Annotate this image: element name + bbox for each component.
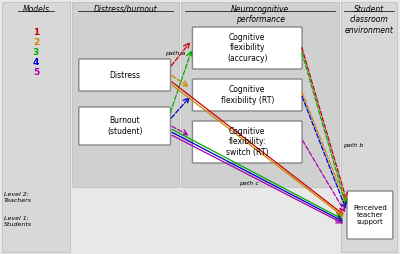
Text: Cognitive
flexibility:
switch (RT): Cognitive flexibility: switch (RT) (226, 127, 268, 157)
Text: 1: 1 (33, 28, 39, 37)
FancyBboxPatch shape (79, 59, 170, 91)
Bar (2, 2, 70, 252)
FancyBboxPatch shape (192, 79, 302, 111)
Text: 4: 4 (33, 58, 39, 67)
Text: Level 1:
Students: Level 1: Students (4, 216, 32, 227)
Bar (72, 2, 180, 187)
Text: Distress/burnout: Distress/burnout (94, 5, 158, 14)
Text: Cognitive
flexibility (RT): Cognitive flexibility (RT) (220, 85, 274, 105)
Text: path c: path c (239, 181, 259, 185)
Bar (182, 2, 339, 187)
Text: 2: 2 (33, 38, 39, 47)
Text: Cognitive
flexibility
(accuracy): Cognitive flexibility (accuracy) (227, 33, 268, 63)
FancyBboxPatch shape (79, 107, 170, 145)
Text: path b: path b (343, 142, 363, 148)
Text: Perceived
teacher
support: Perceived teacher support (353, 205, 387, 225)
FancyBboxPatch shape (347, 191, 393, 239)
FancyBboxPatch shape (192, 121, 302, 163)
Text: 3: 3 (33, 48, 39, 57)
Text: Burnout
(student): Burnout (student) (107, 116, 142, 136)
Text: Student
classroom
environment: Student classroom environment (344, 5, 393, 35)
Text: path a: path a (165, 52, 186, 56)
Text: 5: 5 (33, 68, 39, 77)
Bar (341, 2, 397, 252)
Text: Level 2:
Teachers: Level 2: Teachers (4, 192, 32, 203)
Text: Models: Models (22, 5, 49, 14)
Text: Distress: Distress (109, 71, 140, 80)
Text: Neurocognitive
performance: Neurocognitive performance (231, 5, 289, 24)
FancyBboxPatch shape (192, 27, 302, 69)
